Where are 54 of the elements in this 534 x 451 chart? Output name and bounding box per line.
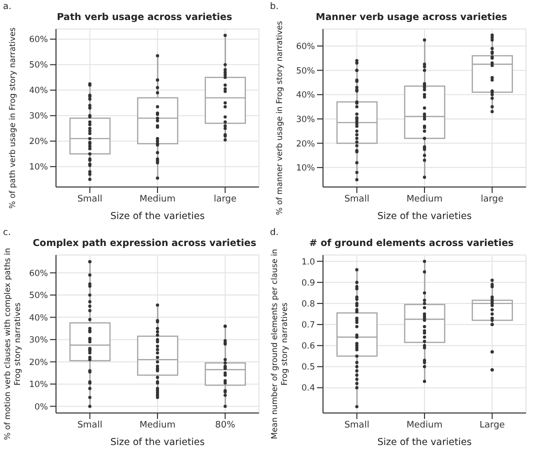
x-tick-label: large: [480, 194, 504, 204]
chart-title: # of ground elements across varieties: [308, 238, 515, 248]
y-tick-label: 0.6: [301, 341, 315, 352]
y-tick-label: 30%: [296, 114, 315, 125]
y-tick-label: 30%: [29, 335, 48, 346]
y-tick-label: 50%: [296, 66, 315, 76]
y-tick-label: 0.8: [301, 298, 315, 309]
x-axis-title: Size of the varieties: [110, 211, 205, 222]
y-tick-label: 20%: [29, 137, 48, 148]
x-axis-title: Size of the varieties: [377, 436, 472, 448]
y-tick-label: 10%: [29, 162, 48, 173]
chart-title: Complex path expression across varieties: [32, 238, 258, 248]
y-tick-label: 40%: [29, 312, 48, 323]
y-tick-label: 30%: [29, 112, 48, 122]
y-tick-label: 0%: [34, 402, 48, 412]
text: b.: [270, 2, 279, 12]
x-tick-label: Medium: [406, 420, 442, 430]
text: a.: [3, 2, 12, 12]
y-tick-label: 20%: [296, 139, 315, 150]
y-tick-label: 10%: [29, 380, 48, 390]
y-axis-title: Mean number of ground elements per clause in Frog story narratives: [269, 247, 290, 441]
y-tick-label: 0.7: [301, 320, 315, 330]
x-tick-label: Medium: [140, 420, 176, 430]
x-tick-label: Small: [344, 194, 370, 204]
y-tick-label: 60%: [29, 35, 48, 46]
y-tick-label: 60%: [29, 268, 48, 278]
x-axis-title: Size of the varieties: [377, 211, 472, 222]
y-tick-label: 20%: [29, 357, 48, 368]
y-tick-label: 60%: [296, 42, 315, 52]
x-axis-title: Size of the varieties: [110, 436, 205, 448]
x-tick-label: large: [214, 194, 238, 204]
x-tick-label: Small: [77, 420, 102, 430]
y-tick-label: 0.4: [301, 383, 315, 394]
chart-title: Manner verb usage across varieties: [314, 12, 508, 23]
y-tick-label: 40%: [29, 86, 48, 96]
x-tick-label: 80%: [215, 420, 236, 430]
text: d.: [270, 228, 279, 238]
y-tick-label: 1.0: [301, 256, 315, 267]
y-tick-label: 10%: [296, 164, 315, 174]
y-tick-label: 50%: [29, 290, 48, 301]
chart-title: Path verb usage across varieties: [56, 12, 234, 23]
y-tick-label: 40%: [296, 90, 315, 101]
y-tick-label: 50%: [29, 60, 48, 71]
text: c.: [3, 228, 11, 238]
y-tick-label: 0.5: [301, 362, 315, 372]
x-tick-label: Small: [344, 420, 370, 430]
y-axis-title: % of manner verb usage in Frog story narratives: [274, 20, 285, 217]
x-tick-label: Medium: [140, 194, 176, 204]
y-axis-title: % of path verb usage in Frog story narratives: [7, 26, 18, 211]
x-tick-label: Large: [480, 420, 506, 430]
y-axis-title: % of motion verb clauses with complex paths in Frog story narratives: [2, 246, 23, 442]
x-tick-label: Medium: [406, 194, 442, 204]
x-tick-label: Small: [77, 194, 102, 204]
y-tick-label: 0.9: [301, 278, 315, 288]
